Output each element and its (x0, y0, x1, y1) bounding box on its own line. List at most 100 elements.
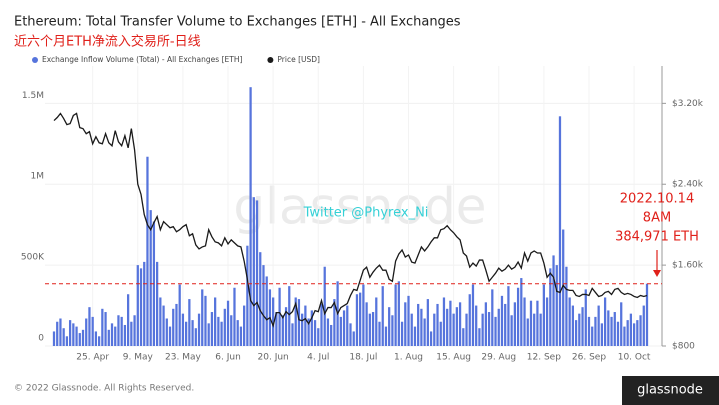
bar (197, 313, 201, 346)
bar (481, 313, 484, 346)
bar (536, 300, 539, 346)
bar (397, 281, 400, 346)
bar (313, 320, 317, 346)
x-tick-label: 25. Apr (76, 353, 109, 363)
bar (223, 308, 226, 346)
bar (520, 278, 523, 346)
bar (233, 287, 236, 346)
bar (391, 315, 394, 346)
bar (507, 286, 510, 346)
bar (475, 305, 478, 346)
bar (117, 315, 120, 346)
bar (571, 305, 575, 346)
legend-label: Price [USD] (277, 55, 320, 64)
bar (72, 323, 75, 346)
bar (549, 268, 552, 346)
annotation: 384,971 ETH (615, 230, 699, 245)
bar (188, 299, 191, 346)
bar (333, 299, 336, 346)
bar (610, 316, 613, 346)
bar (362, 284, 365, 346)
bar (426, 299, 429, 346)
x-tick-label: 20. Jun (258, 353, 289, 363)
overlay-text: Twitter @Phyrex_Ni (303, 206, 429, 221)
bar (265, 276, 268, 346)
bar (388, 307, 391, 346)
legend-label: Exchange Inflow Volume (Total) - All Exc… (42, 55, 242, 64)
logo: glassnode (637, 383, 703, 398)
y2-tick-label: $2.40k (672, 180, 704, 190)
bar (539, 313, 542, 346)
bar (420, 308, 423, 346)
bar (204, 295, 207, 346)
bar (636, 320, 639, 346)
bar (259, 252, 262, 346)
bar (632, 323, 636, 346)
bar (323, 266, 326, 346)
bar (365, 302, 368, 346)
x-tick-label: 6. Jun (215, 353, 241, 363)
bar (417, 303, 420, 346)
bar (52, 331, 56, 346)
bar (545, 297, 549, 346)
x-tick-label: 4. Jul (307, 353, 329, 363)
bar (230, 315, 233, 346)
bar (236, 320, 239, 346)
bar (130, 321, 133, 346)
bar (442, 297, 446, 346)
bar (281, 315, 284, 346)
bar (120, 316, 123, 346)
bar (497, 308, 500, 346)
bar (181, 313, 185, 346)
bar (352, 331, 355, 346)
bar (555, 265, 558, 346)
bar (613, 312, 616, 346)
y-tick-label: 1M (31, 172, 45, 182)
bar (143, 261, 146, 346)
bar (301, 313, 304, 346)
bar (378, 321, 381, 346)
bar (346, 305, 349, 346)
bar (330, 324, 333, 346)
x-tick-label: 10. Oct (618, 353, 651, 363)
y-tick-label: 0 (38, 334, 44, 344)
bar (584, 289, 587, 346)
logo-box (622, 376, 719, 405)
bar (62, 328, 65, 346)
bar (310, 310, 313, 346)
bar (458, 302, 462, 346)
bar (629, 313, 633, 346)
bar (97, 336, 101, 346)
bar (516, 287, 520, 346)
bar (210, 312, 214, 346)
bar (320, 303, 323, 346)
bar (85, 318, 88, 346)
x-tick-label: 23. May (165, 353, 201, 363)
bar (304, 305, 307, 346)
x-tick-label: 9. May (123, 353, 154, 363)
bar (272, 297, 275, 346)
bar (597, 305, 600, 346)
chart-subtitle: 近六个月ETH净流入交易所-日线 (14, 34, 201, 50)
bar (594, 316, 597, 346)
bar (88, 307, 91, 346)
y2-tick-label: $3.20k (672, 99, 704, 109)
bar (326, 318, 330, 346)
bar (207, 323, 210, 346)
bar (455, 307, 458, 346)
legend-marker (32, 57, 38, 63)
bar (284, 307, 288, 346)
bar (494, 316, 497, 346)
bar (339, 316, 342, 346)
y-tick-label: 1.5M (22, 91, 44, 101)
bar (56, 321, 59, 346)
bar (407, 295, 410, 346)
bar (381, 286, 384, 346)
bar (156, 261, 159, 346)
bar (194, 328, 197, 346)
bar (191, 320, 194, 346)
bar (371, 312, 375, 346)
bar (542, 284, 545, 346)
bar (478, 328, 481, 346)
